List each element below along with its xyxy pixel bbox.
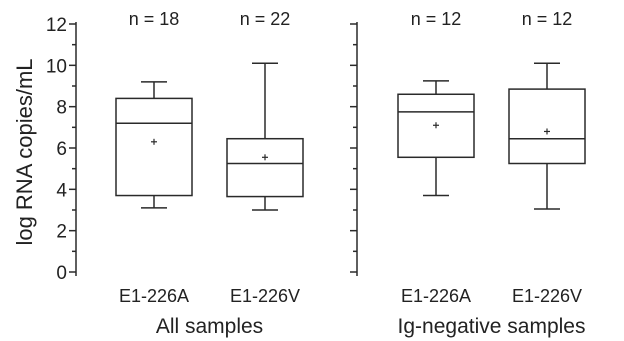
group-label-panel-1: All samples (156, 315, 263, 338)
iqr-box (508, 88, 586, 165)
y-tick-label: 6 (56, 139, 67, 160)
x-category-label: E1-226A (119, 286, 189, 306)
x-category-label: E1-226A (401, 286, 471, 306)
y-tick-label: 0 (56, 263, 67, 284)
iqr-box (226, 137, 304, 198)
y-tick-label: 4 (56, 180, 67, 201)
y-tick-label: 8 (56, 98, 67, 119)
n-label: n = 12 (522, 9, 573, 29)
y-tick-label: 10 (46, 56, 67, 77)
y-tick-label: 12 (46, 15, 67, 36)
x-category-label: E1-226V (512, 286, 582, 306)
iqr-box (115, 97, 193, 197)
group-label-panel-2: Ig-negative samples (398, 315, 586, 338)
y-axis-label: log RNA copies/mL (12, 58, 37, 245)
n-label: n = 12 (411, 9, 462, 29)
x-category-label: E1-226V (230, 286, 300, 306)
y-tick-label: 2 (56, 222, 67, 243)
n-label: n = 18 (129, 9, 180, 29)
n-label: n = 22 (240, 9, 291, 29)
